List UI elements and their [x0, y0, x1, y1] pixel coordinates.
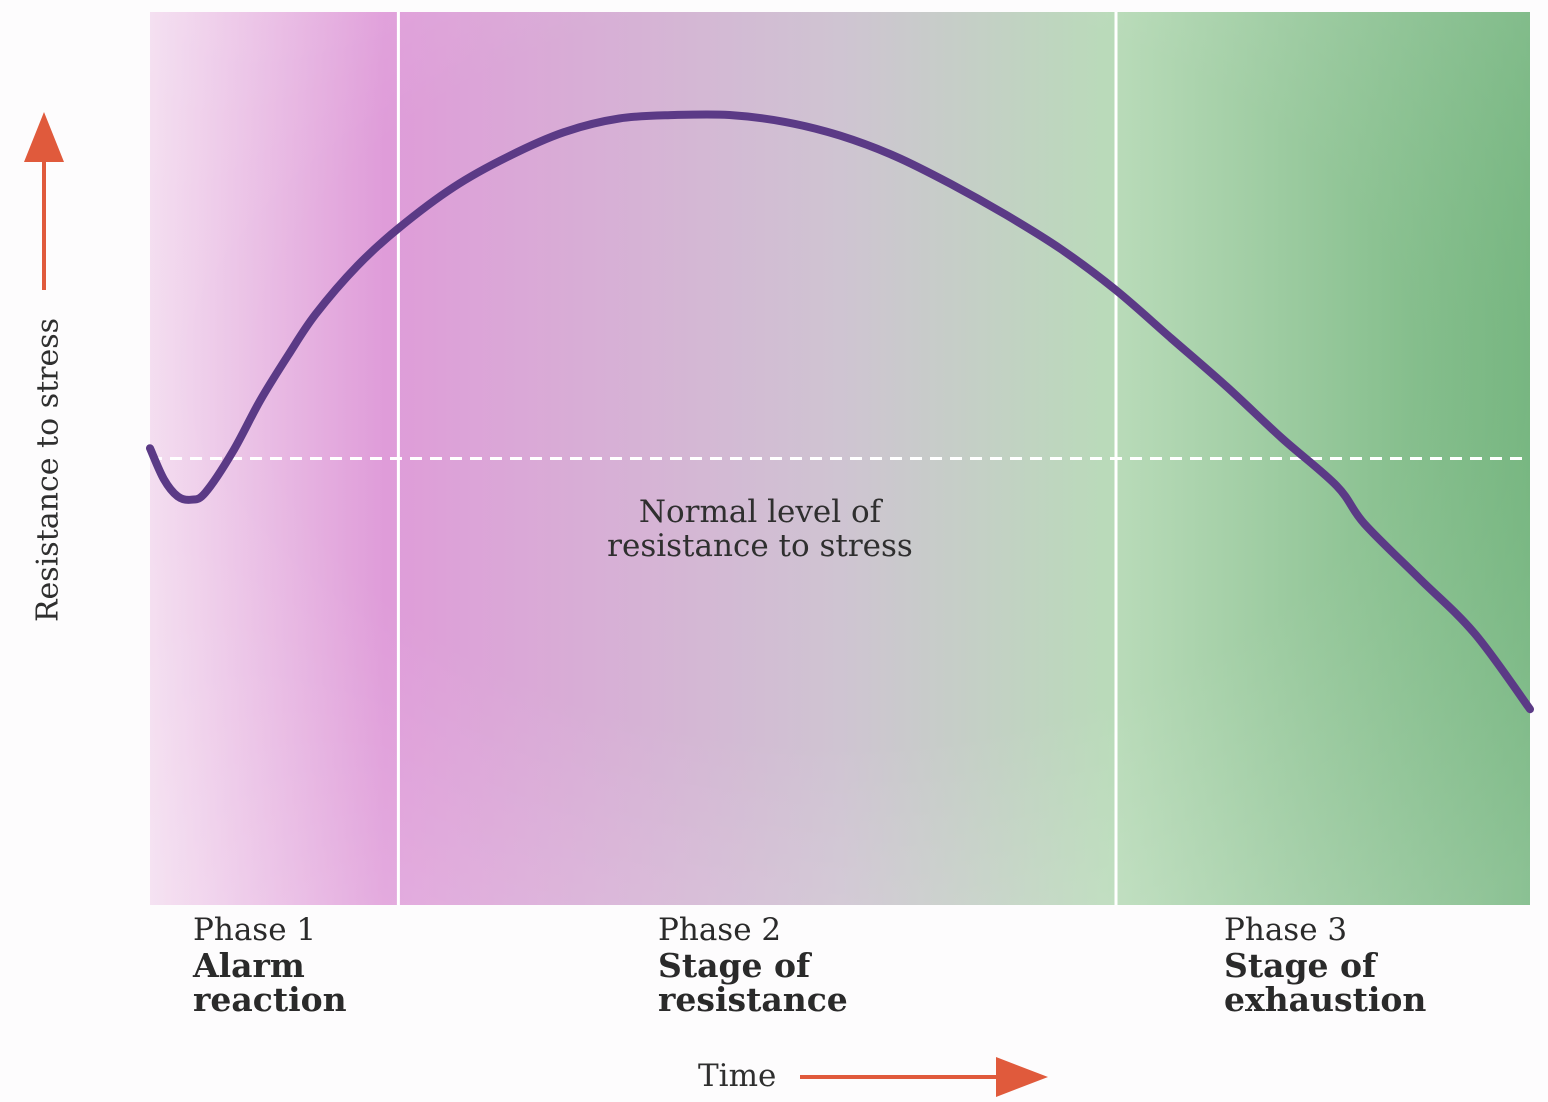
phase-2-label: Phase 2 Stage of resistance	[658, 915, 848, 1016]
phase-1-label: Phase 1 Alarm reaction	[193, 915, 347, 1016]
x-axis-arrow	[800, 1057, 1048, 1097]
phase-1-name-line-1: Alarm	[193, 946, 305, 985]
phase-1-number: Phase 1	[193, 912, 317, 948]
phase-3-name: Stage of exhaustion	[1224, 949, 1426, 1016]
phase-2-name-line-2: resistance	[658, 979, 848, 1019]
phase-2-name: Stage of resistance	[658, 949, 848, 1016]
resistance-curve	[146, 110, 1534, 714]
phase-3-name-line-1: Stage of	[1224, 946, 1377, 985]
phase-1-name: Alarm reaction	[193, 949, 347, 1016]
phase-2-name-line-1: Stage of	[658, 946, 811, 985]
x-axis-label: Time	[698, 1058, 777, 1094]
phase-2-number: Phase 2	[658, 912, 782, 948]
phase-1-name-line-2: reaction	[193, 979, 347, 1019]
phase-3-label: Phase 3 Stage of exhaustion	[1224, 915, 1426, 1016]
normal-level-label: Normal level of resistance to stress	[607, 494, 913, 565]
phase-3-number: Phase 3	[1224, 912, 1348, 948]
y-axis-arrow	[24, 112, 64, 290]
phase-3-name-line-2: exhaustion	[1224, 979, 1427, 1019]
y-axis-label: Resistance to stress	[30, 317, 66, 623]
